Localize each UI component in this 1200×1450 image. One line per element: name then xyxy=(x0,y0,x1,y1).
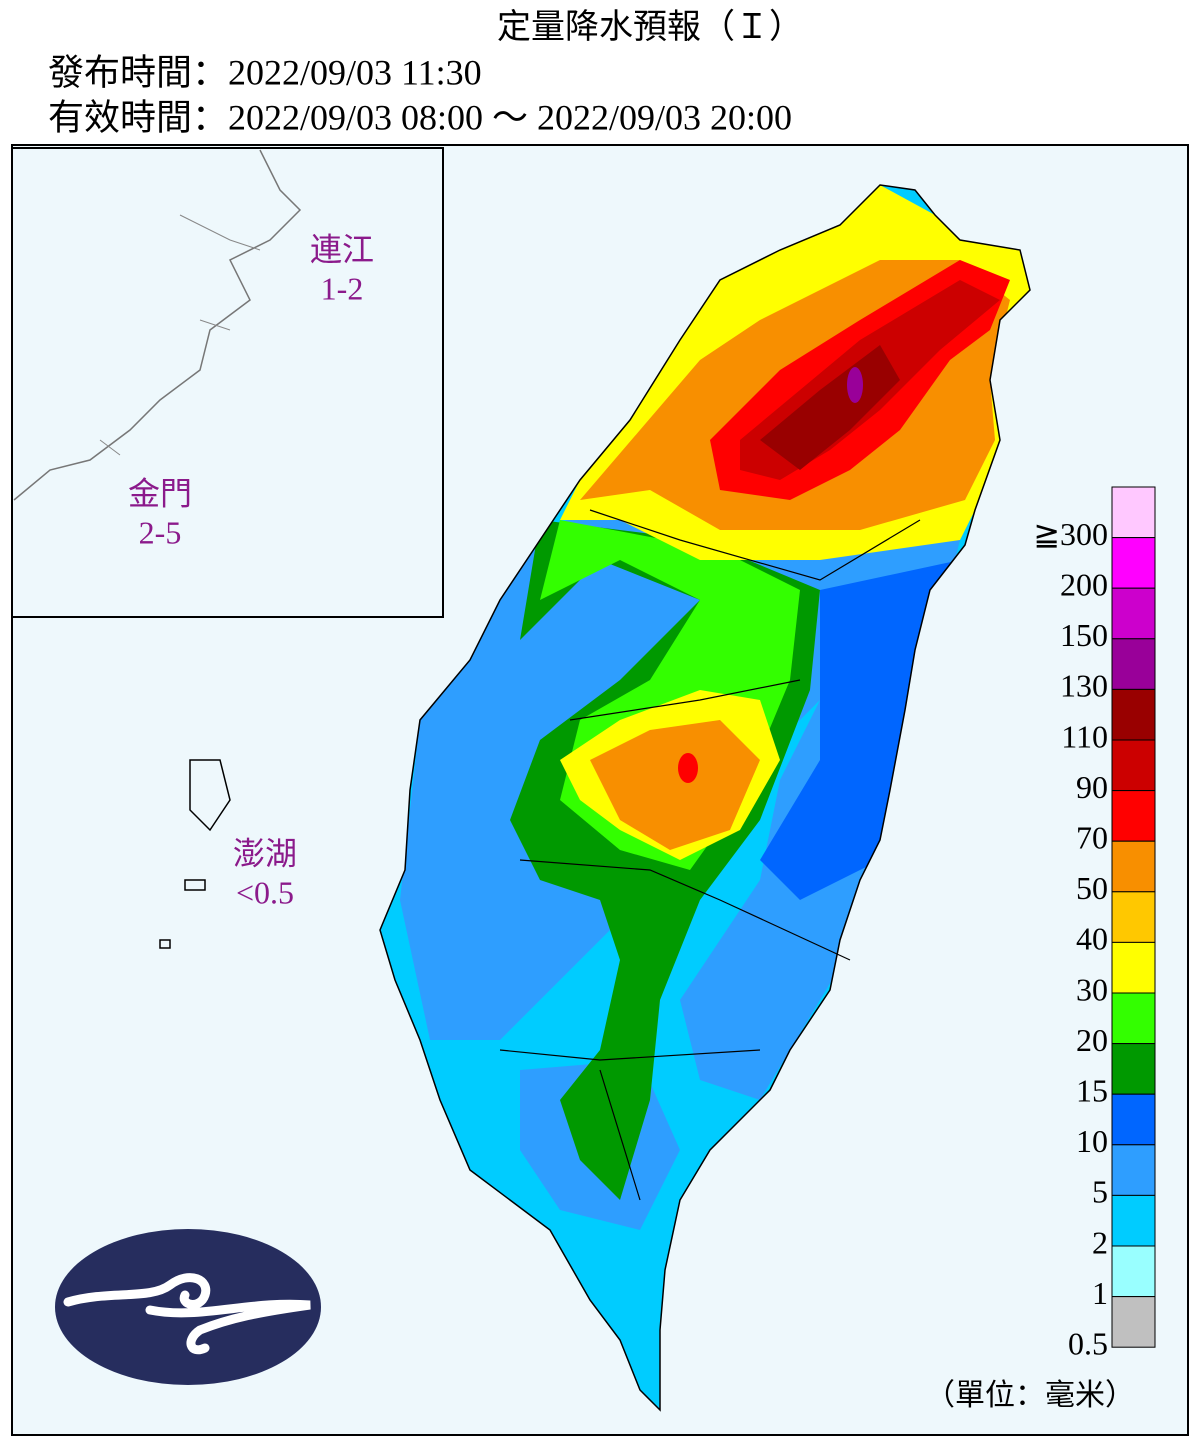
inset-box xyxy=(11,147,444,618)
logo xyxy=(55,1229,321,1385)
legend-label: 20 xyxy=(1076,1022,1108,1058)
valid-time: 有效時間：2022/09/03 08:00 ～ 2022/09/03 20:00 xyxy=(48,97,792,137)
legend-swatch xyxy=(1111,638,1156,690)
legend-swatch xyxy=(1111,941,1156,994)
legend-label: 30 xyxy=(1076,971,1108,1007)
legend-swatch xyxy=(1111,1296,1156,1348)
legend-label: 0.5 xyxy=(1068,1326,1108,1362)
legend-swatch xyxy=(1111,1245,1156,1298)
legend-swatch xyxy=(1111,1093,1156,1146)
rain-10-15 xyxy=(760,560,960,900)
legend-label: 10 xyxy=(1076,1123,1108,1159)
legend-swatch xyxy=(1111,790,1156,842)
region-value: 1-2 xyxy=(321,270,364,306)
region-value: <0.5 xyxy=(236,874,294,910)
inset-coast-detail xyxy=(99,214,261,456)
rain-110-130 xyxy=(760,345,900,470)
rain-central-70-90 xyxy=(678,753,698,783)
legend-label: 1 xyxy=(1092,1275,1108,1311)
legend-swatch xyxy=(1111,739,1156,792)
legend-swatch xyxy=(1111,587,1156,640)
legend-swatch xyxy=(1111,891,1156,943)
legend-swatch xyxy=(1111,1144,1156,1196)
rain-central-50-70 xyxy=(590,720,760,850)
legend-swatch xyxy=(1111,840,1156,893)
legend-label: 200 xyxy=(1060,567,1108,603)
legend-label: 15 xyxy=(1076,1073,1108,1109)
legend-label: 110 xyxy=(1061,718,1108,754)
region-name: 金門 xyxy=(128,475,192,511)
legend-label: 50 xyxy=(1076,870,1108,906)
region-name: 澎湖 xyxy=(233,835,297,871)
legend-swatch xyxy=(1111,1043,1156,1095)
title: 定量降水預報（Ｉ） xyxy=(497,8,803,46)
region-name: 連江 xyxy=(310,231,374,267)
legend-label: 150 xyxy=(1060,617,1108,653)
legend-label: 130 xyxy=(1060,668,1108,704)
legend-label: 90 xyxy=(1076,769,1108,805)
region-labels: 連江1-2 金門2-5 澎湖<0.5 xyxy=(128,231,374,910)
legend-swatch xyxy=(1111,1194,1156,1247)
legend-label: 40 xyxy=(1076,921,1108,957)
county-borders xyxy=(499,509,921,1201)
logo-swirl xyxy=(63,1273,311,1355)
legend-label: 70 xyxy=(1076,820,1108,856)
rain-130-150 xyxy=(847,367,863,403)
legend-swatch xyxy=(1111,537,1156,589)
issue-time: 發布時間：2022/09/03 11:30 xyxy=(48,52,482,92)
region-value: 2-5 xyxy=(139,514,182,550)
legend-label: 5 xyxy=(1092,1174,1108,1210)
legend-swatch xyxy=(1111,688,1156,741)
penghu-outline xyxy=(159,759,231,949)
legend-label: ≧300 xyxy=(1033,516,1108,552)
legend-swatch xyxy=(1111,992,1156,1045)
legend: ≧300 200 150 130 110 90 70 50 40 30 20 15 10 5 2 1 0.5 xyxy=(1033,486,1156,1362)
legend-swatch xyxy=(1111,486,1156,539)
inset-coast xyxy=(13,149,302,501)
legend-label: 2 xyxy=(1092,1224,1108,1260)
unit-label: （單位：毫米） xyxy=(925,1379,1135,1412)
